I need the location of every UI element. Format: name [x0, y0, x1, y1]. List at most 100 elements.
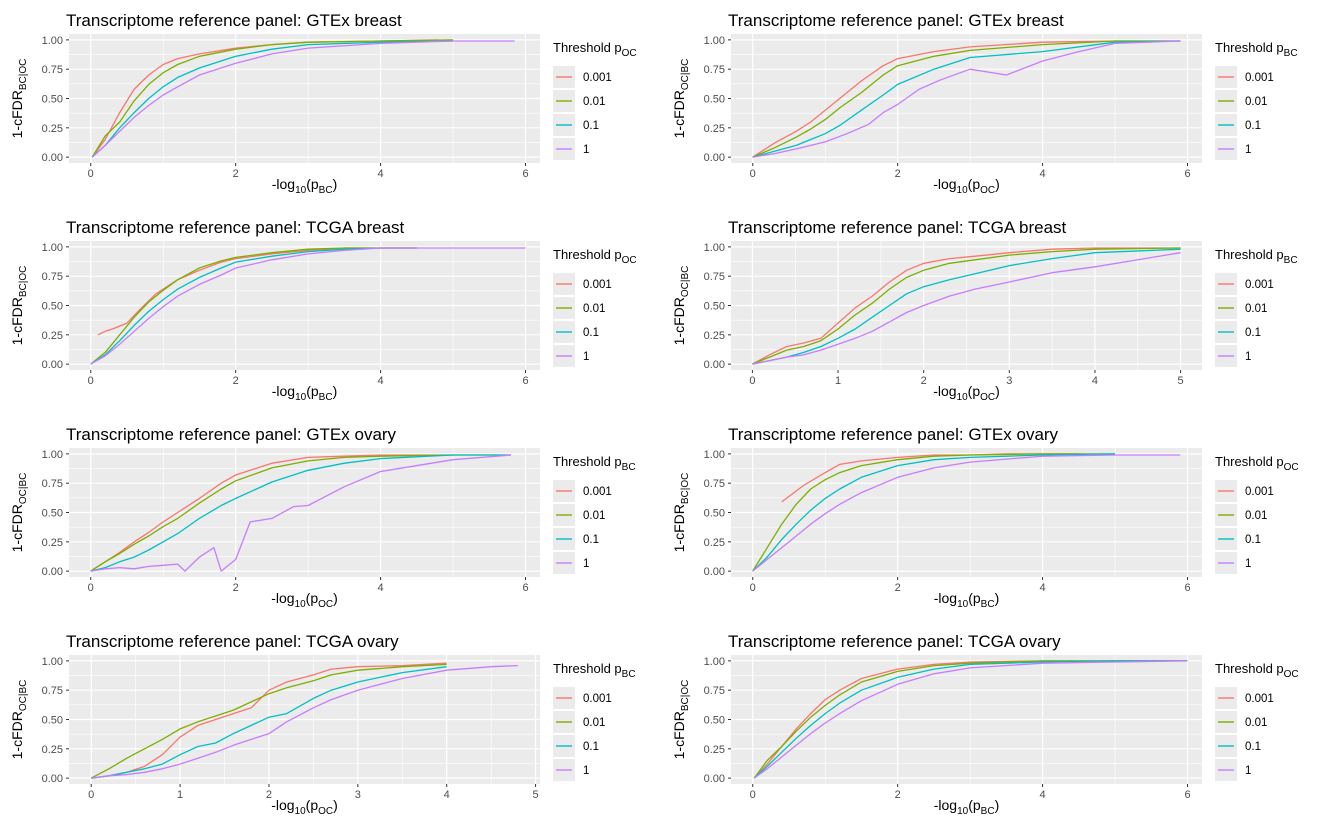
x-tick-label: 6: [1184, 789, 1190, 801]
y-tick-label: 0.00: [42, 359, 63, 371]
legend-entry-label: 1: [583, 351, 589, 363]
series-line-0.001: [91, 662, 447, 779]
y-tick-label: 0.75: [42, 685, 63, 697]
x-tick-label: 0: [88, 168, 94, 180]
y-axis-label: 1-cFDROC|BC: [9, 473, 29, 553]
legend-entry-label: 0.01: [583, 510, 605, 522]
legend: Threshold pOC 0.001 0.01 0.1 1: [1215, 454, 1299, 574]
y-tick-label: 0.25: [704, 744, 725, 756]
x-axis-label: -log10(pBC): [272, 383, 338, 403]
y-tick-label: 1.00: [704, 242, 725, 254]
x-tick-label: 4: [378, 582, 384, 594]
y-tick-label: 0.50: [704, 94, 725, 106]
legend-title: Threshold pOC: [1215, 454, 1299, 473]
y-tick-label: 0.25: [42, 123, 63, 135]
x-tick-label: 5: [532, 789, 538, 801]
y-tick-label: 0.75: [704, 685, 725, 697]
series-line-0.1: [90, 454, 511, 572]
y-tick-label: 1.00: [42, 242, 63, 254]
chart-title: Transcriptome reference panel: TCGA ovar…: [66, 632, 399, 651]
x-axis-label: -log10(pBC): [934, 797, 1000, 817]
legend: Threshold pOC 0.001 0.01 0.1 1: [1215, 661, 1299, 781]
legend-entry-label: 0.001: [1245, 486, 1274, 498]
legend-title: Threshold pBC: [553, 661, 636, 680]
y-tick-label: 0.00: [704, 773, 725, 785]
y-axis-label: 1-cFDRBC|OC: [671, 680, 691, 760]
y-tick-label: 0.00: [704, 152, 725, 164]
legend-entry-label: 0.001: [583, 693, 612, 705]
legend-entry-label: 0.001: [1245, 693, 1274, 705]
y-tick-label: 0.00: [42, 566, 63, 578]
legend-entry-label: 0.01: [1245, 96, 1267, 108]
x-tick-label: 2: [266, 789, 272, 801]
legend-entry-label: 0.01: [1245, 303, 1267, 315]
series-line-0.001: [752, 40, 1181, 158]
y-tick-label: 0.00: [42, 152, 63, 164]
x-tick-label: 0: [750, 582, 756, 594]
series-line-0.01: [91, 39, 454, 158]
x-tick-label: 4: [1040, 168, 1046, 180]
series-line-0.01: [90, 454, 511, 572]
y-tick-label: 1.00: [42, 449, 63, 461]
chart-title: Transcriptome reference panel: GTEx ovar…: [66, 425, 397, 444]
y-axis-label: 1-cFDROC|BC: [9, 680, 29, 760]
series-line-0.1: [91, 666, 447, 779]
legend-entry-label: 0.1: [583, 534, 599, 546]
x-tick-label: 4: [444, 789, 450, 801]
series-line-0.01: [752, 453, 1115, 572]
legend-entry-label: 0.1: [1245, 741, 1261, 753]
y-tick-label: 0.75: [704, 271, 725, 283]
y-tick-label: 1.00: [704, 35, 725, 47]
legend-entry-label: 0.001: [583, 486, 612, 498]
chart-title: Transcriptome reference panel: TCGA brea…: [728, 218, 1067, 237]
y-tick-label: 0.25: [704, 330, 725, 342]
series-line-0.01: [90, 247, 417, 365]
chart-panel-7: 0 1 2 3 4 5 0.00 0.25 0.50 0.75 1.00Transcriptome …: [9, 632, 636, 817]
legend-entry-label: 0.001: [1245, 72, 1274, 84]
legend-entry-label: 0.1: [1245, 534, 1261, 546]
legend-title: Threshold pBC: [1215, 247, 1298, 266]
y-tick-label: 0.50: [42, 715, 63, 727]
x-tick-label: 2: [895, 789, 901, 801]
legend: Threshold pBC 0.001 0.01 0.1 1: [1215, 40, 1298, 160]
x-tick-label: 0: [750, 168, 756, 180]
series-line-1: [90, 454, 512, 572]
x-tick-label: 2: [895, 582, 901, 594]
legend-title: Threshold pBC: [1215, 40, 1298, 59]
legend-entry-label: 1: [1245, 765, 1251, 777]
x-axis-label: -log10(pOC): [933, 383, 1000, 403]
series-line-1: [752, 40, 1181, 158]
series-line-0.1: [752, 248, 1181, 365]
series-line-0.1: [752, 40, 1181, 158]
x-tick-label: 3: [1006, 375, 1012, 387]
y-axis-label: 1-cFDRBC|OC: [671, 473, 691, 553]
y-tick-label: 1.00: [42, 656, 63, 668]
chart-panel-4: 0 1 2 3 4 5 0.00 0.25 0.50 0.75 1.00Transcriptome …: [671, 218, 1298, 403]
y-tick-label: 0.50: [42, 301, 63, 313]
series-line-0.001: [90, 454, 453, 572]
legend-entry-label: 1: [583, 144, 589, 156]
x-tick-label: 2: [921, 375, 927, 387]
x-tick-label: 0: [749, 375, 755, 387]
y-tick-label: 0.00: [704, 359, 725, 371]
y-tick-label: 0.75: [704, 64, 725, 76]
series-line-0.1: [753, 660, 1188, 779]
series-line-0.1: [90, 247, 417, 365]
legend: Threshold pBC 0.001 0.01 0.1 1: [553, 661, 636, 781]
series-line-0.01: [752, 247, 1181, 365]
y-tick-label: 0.75: [42, 271, 63, 283]
x-tick-label: 4: [378, 168, 384, 180]
legend: Threshold pBC 0.001 0.01 0.1 1: [553, 454, 636, 574]
chart-title: Transcriptome reference panel: GTEx brea…: [728, 11, 1064, 30]
legend-title: Threshold pBC: [553, 454, 636, 473]
series-line-0.1: [752, 453, 1116, 572]
x-tick-label: 2: [895, 168, 901, 180]
y-tick-label: 0.25: [42, 330, 63, 342]
legend-entry-label: 0.1: [583, 120, 599, 132]
series-line-1: [752, 454, 1181, 572]
legend-entry-label: 0.1: [583, 327, 599, 339]
